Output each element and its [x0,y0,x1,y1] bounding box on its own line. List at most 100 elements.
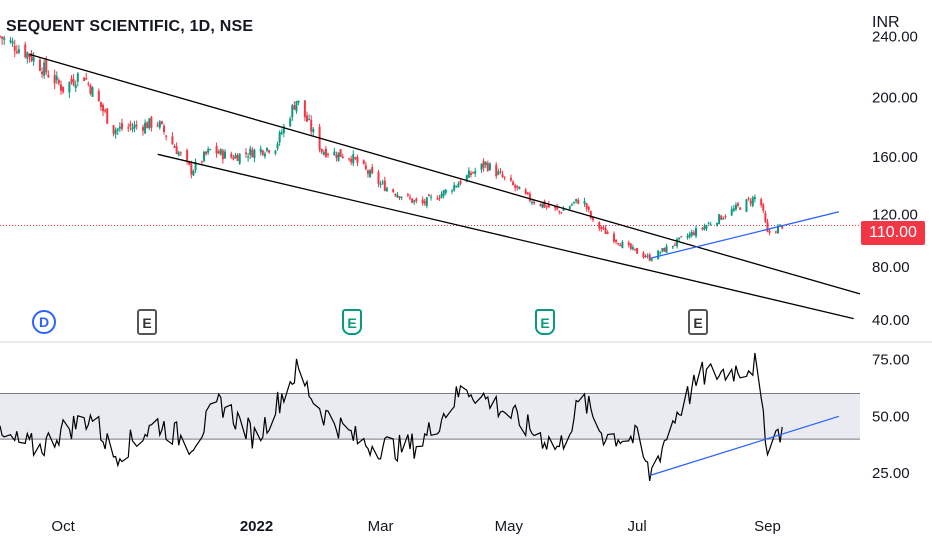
candle-body [606,232,609,234]
candle-body [657,250,660,260]
candle-body [509,177,512,181]
candle-body [339,149,342,157]
candle-body [97,90,100,102]
candle-body [680,236,683,238]
candle-body [425,197,428,207]
candle-body [688,233,691,237]
candle-body [488,163,491,171]
candle-body [732,208,735,211]
candle-body [602,227,605,229]
candle-body [678,237,681,239]
candle-body [381,182,384,184]
candle-body [547,204,550,208]
candle-body [444,189,447,194]
price-tick-label: 200.00 [872,89,918,106]
candle-body [171,136,174,145]
price-tick-label: 240.00 [872,29,918,46]
candle-body [104,110,107,112]
candle-body [686,235,689,238]
candle-body [129,123,132,127]
candle-body [627,242,630,246]
candle-body [470,173,473,175]
candle-body [366,170,369,174]
candle-body [497,171,500,175]
candle-body [514,185,517,188]
candle-body [194,161,197,171]
candle-body [11,41,14,44]
candle-body [312,128,315,133]
price-tick-label: 160.00 [872,149,918,166]
candle-body [406,194,409,196]
candle-body [703,226,706,230]
candle-body [472,172,475,174]
candle-body [32,57,35,62]
candle-body [76,73,79,82]
candle-body [661,248,664,252]
candle-body [673,244,676,246]
earnings-marker[interactable]: E [688,309,708,335]
candle-body [751,197,754,206]
candle-body [47,74,50,78]
candle-body [442,190,445,196]
candle-body [261,150,264,155]
candle-body [245,152,248,155]
candle-body [591,217,594,220]
candle-body [59,84,62,91]
candle-body [371,167,374,174]
candle-body [762,204,765,211]
candle-body [41,71,44,75]
candle-body [598,222,601,229]
candle-body [631,247,634,250]
candle-body [230,153,233,158]
candle-body [324,148,327,157]
candle-body [127,127,130,129]
candle-body [528,193,531,201]
candle-body [568,206,571,209]
candle-body [455,186,458,188]
candle-body [335,154,338,158]
candle-body [587,206,590,210]
candle-body [659,252,662,254]
candle-body [467,170,470,178]
candle-body [70,78,73,82]
candle-body [701,228,704,230]
candle-body [636,248,639,254]
last-price-tag: 110.00 [861,221,925,245]
candle-body [749,200,752,204]
candle-body [451,190,454,192]
candle-body [177,152,180,156]
candle-body [516,185,519,188]
candle-body [148,118,151,129]
candle-body [350,158,353,163]
candle-body [276,143,279,149]
candle-body [333,151,336,156]
trendline-support [649,211,840,259]
candle-body [190,163,193,175]
price-tick-label: 40.00 [872,312,910,329]
candle-body [9,40,12,42]
candle-body [440,193,443,198]
candle-body [165,135,168,137]
candle-body [217,151,220,154]
candle-body [503,176,506,178]
candle-body [146,122,149,129]
candle-body [320,148,323,152]
candle-body [570,204,573,206]
candle-body [236,155,239,161]
earnings-marker[interactable]: E [137,309,157,335]
candle-body [484,162,487,166]
dividend-marker[interactable]: D [32,310,56,334]
candle-body [465,175,468,182]
candle-body [600,227,603,230]
candle-body [120,123,123,129]
candle-body [589,211,592,219]
candle-body [141,127,144,131]
earnings-marker[interactable]: E [342,309,362,335]
candle-body [150,117,153,128]
candle-body [694,228,697,237]
candle-body [72,79,75,86]
earnings-marker[interactable]: E [535,309,555,335]
candle-body [173,146,176,148]
candle-body [274,150,277,154]
candle-body [348,158,351,160]
